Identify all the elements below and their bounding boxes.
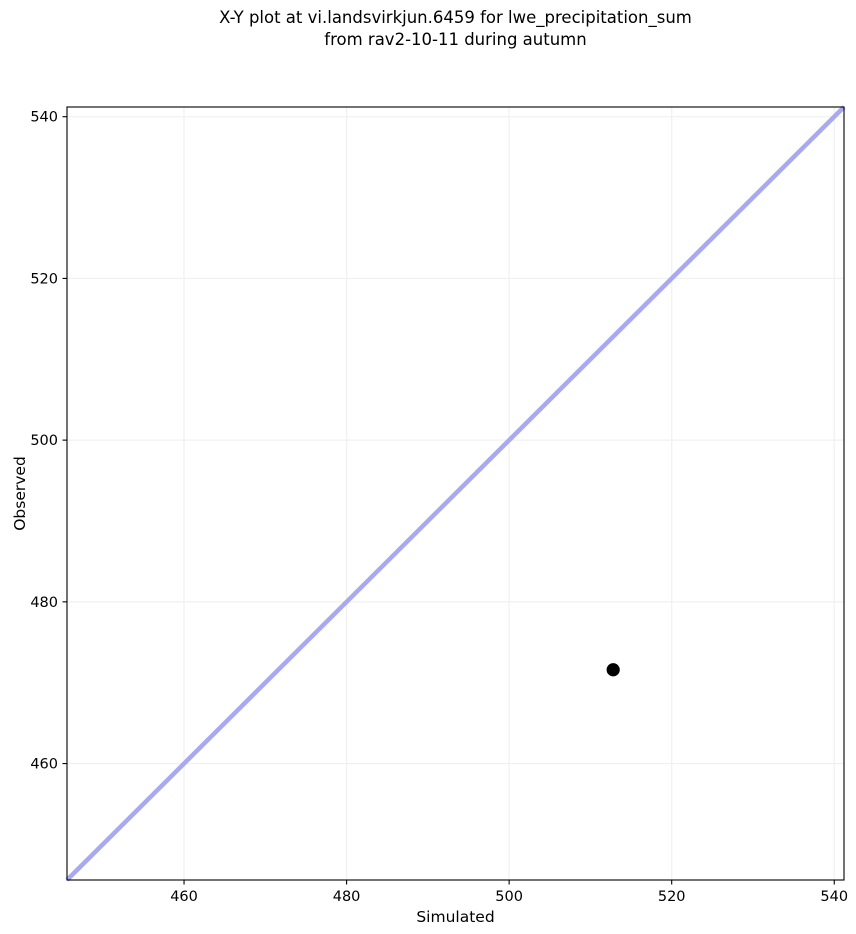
chart-title-line-1: X-Y plot at vi.landsvirkjun.6459 for lwe…	[219, 8, 692, 27]
identity-line	[65, 105, 846, 882]
x-tick-label: 540	[820, 889, 848, 905]
x-tick-label: 520	[658, 889, 686, 905]
y-tick-label: 480	[30, 595, 58, 611]
x-tick-label: 460	[170, 889, 198, 905]
x-axis-label: Simulated	[416, 908, 494, 926]
y-tick-label: 540	[30, 110, 58, 126]
y-axis-label: Observed	[11, 456, 29, 531]
gridlines	[67, 107, 844, 880]
plot-artists	[65, 105, 846, 882]
data-point	[606, 663, 620, 677]
plot-frame	[66, 106, 845, 881]
axis-tick-labels: 460 480 500 520 540 460 480 500 520 540	[30, 110, 848, 905]
x-tick-label: 480	[333, 889, 361, 905]
y-tick-label: 520	[30, 271, 58, 287]
y-tick-label: 460	[30, 757, 58, 773]
x-tick-label: 500	[495, 889, 523, 905]
y-tick-label: 500	[30, 433, 58, 449]
chart-title-line-2: from rav2-10-11 during autumn	[324, 30, 587, 49]
axis-ticks	[62, 116, 835, 885]
chart-title: X-Y plot at vi.landsvirkjun.6459 for lwe…	[67, 7, 844, 51]
